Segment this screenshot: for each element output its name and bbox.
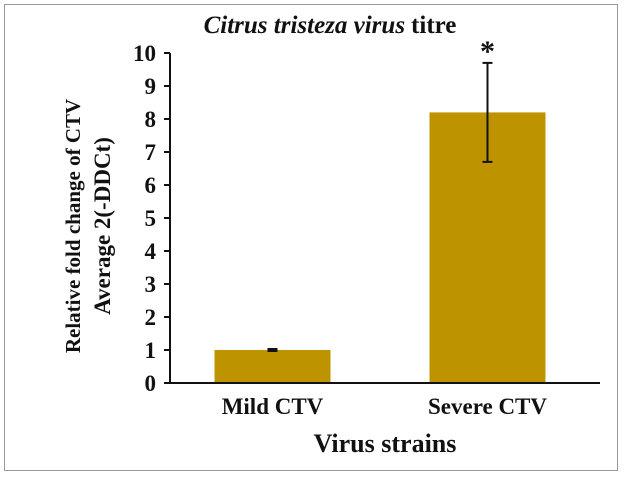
y-tick-label-6: 6 [145, 173, 157, 198]
y-tick-label-7: 7 [145, 140, 157, 165]
chart-title-italic: Citrus tristeza virus [204, 12, 405, 39]
x-tick-label-0: Mild CTV [222, 394, 324, 419]
y-tick-label-1: 1 [145, 338, 157, 363]
y-tick-label-5: 5 [145, 206, 157, 231]
y-axis-label-line2: Average 2(-DDCt) [90, 137, 115, 315]
significance-marker-1: * [480, 35, 495, 68]
y-tick-label-0: 0 [145, 371, 157, 396]
chart-title-plain: titre [411, 12, 456, 39]
y-axis-label: Relative fold change of CTV Average 2(-D… [61, 99, 115, 353]
y-tick-label-9: 9 [145, 74, 157, 99]
y-tick-label-2: 2 [145, 305, 157, 330]
x-axis-label: Virus strains [314, 429, 457, 458]
x-tick-label-1: Severe CTV [428, 394, 547, 419]
y-tick-label-3: 3 [145, 272, 157, 297]
y-tick-label-4: 4 [145, 239, 157, 264]
y-tick-label-8: 8 [145, 107, 157, 132]
y-axis-label-line1: Relative fold change of CTV [61, 99, 85, 353]
chart-title: Citrus tristeza virus titre [204, 12, 457, 39]
y-tick-label-10: 10 [133, 41, 156, 66]
bar-0 [214, 350, 331, 383]
plot-area: 0 1 2 3 4 5 6 7 8 9 10 Mild CTV * Severe CTV [133, 35, 547, 419]
